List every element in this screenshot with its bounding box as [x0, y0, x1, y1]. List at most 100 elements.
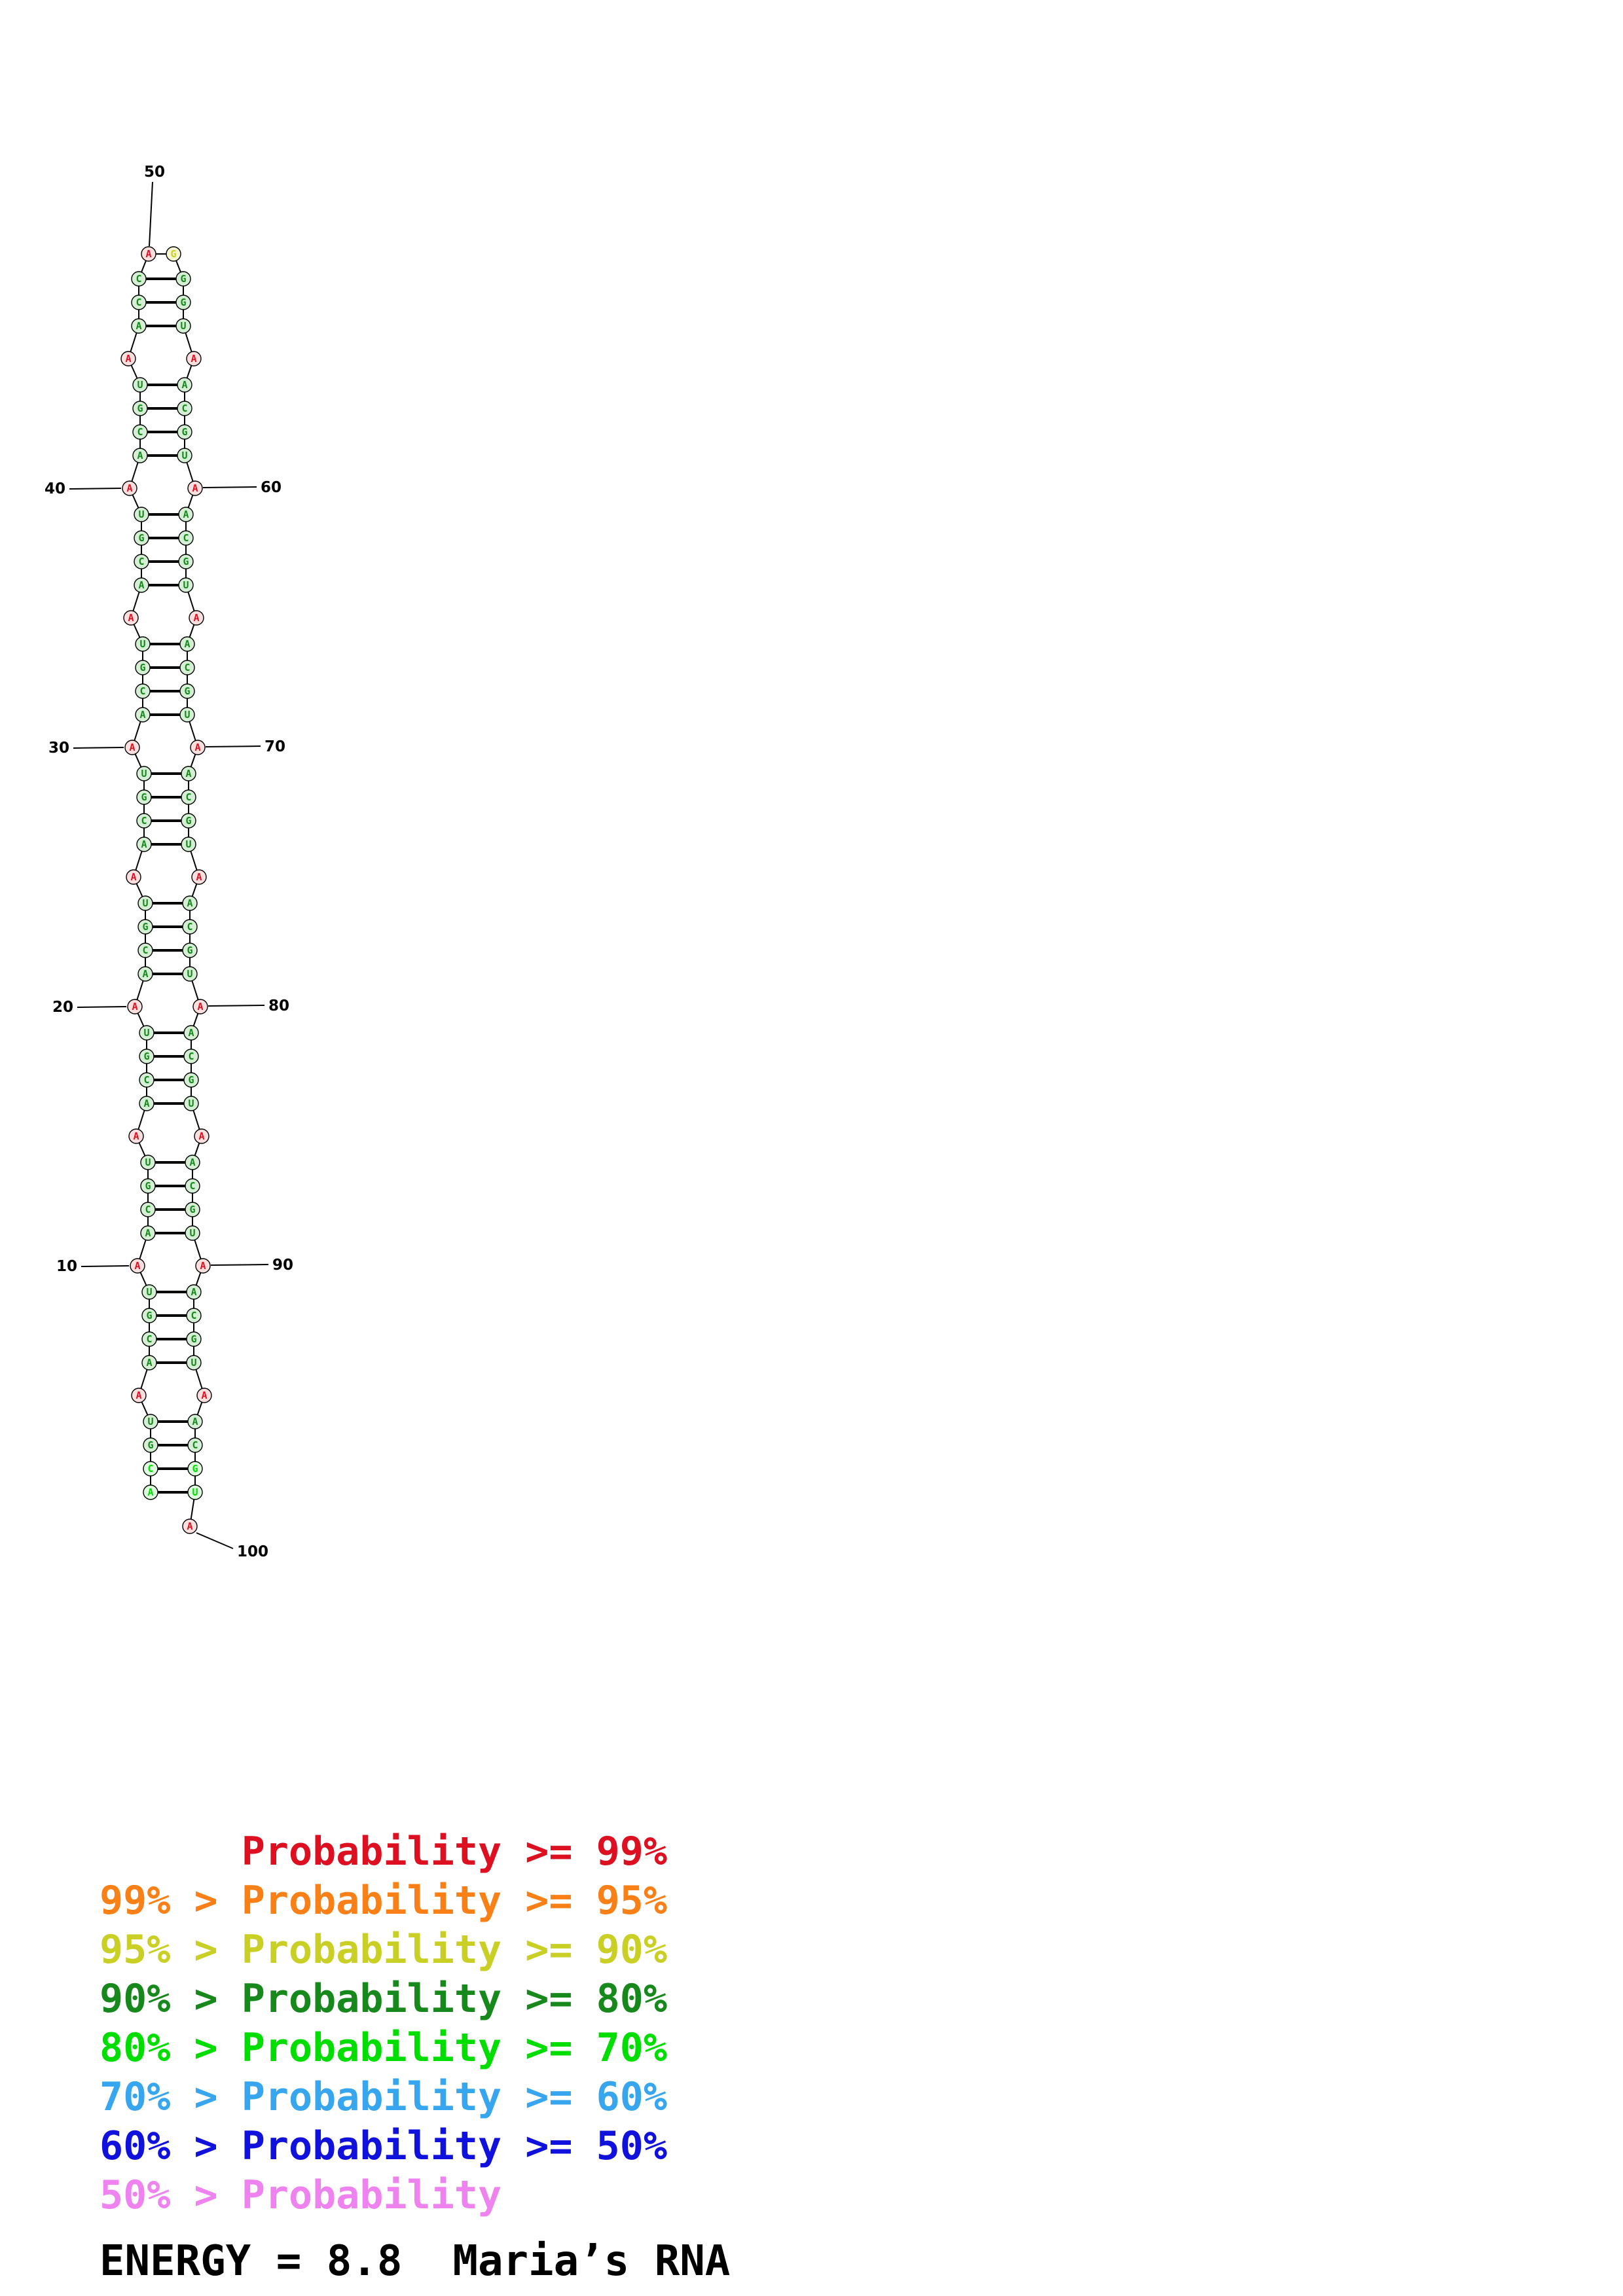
- nucleotide-letter: G: [188, 1074, 194, 1086]
- nucleotide-circle: [185, 1178, 200, 1194]
- nucleotide-circle: [131, 1388, 147, 1403]
- nucleotide-letter: A: [187, 1520, 192, 1532]
- nucleotide-circle: [179, 660, 195, 675]
- nucleotide-letter: U: [185, 838, 191, 850]
- nucleotide-letter: A: [129, 742, 135, 753]
- position-label: 20: [52, 999, 73, 1016]
- nucleotide-letter: U: [143, 1027, 149, 1039]
- nucleotide-circle: [128, 1128, 144, 1144]
- nucleotide-letter: A: [139, 709, 145, 721]
- nucleotide-letter: C: [185, 791, 191, 803]
- legend-line: 99% > Probability >= 95%: [100, 1878, 667, 1924]
- position-label: 60: [261, 479, 282, 496]
- nucleotide-circle: [183, 1096, 199, 1111]
- position-label: 90: [272, 1257, 293, 1274]
- nucleotide-letter: A: [137, 450, 143, 461]
- nucleotide-circle: [130, 1258, 145, 1274]
- legend-line: 95% > Probability >= 90%: [100, 1927, 667, 1973]
- nucleotide-letter: U: [188, 1098, 194, 1109]
- nucleotide-circle: [140, 1225, 156, 1241]
- nucleotide-letter: C: [141, 815, 147, 827]
- nucleotide-circle: [185, 1202, 200, 1217]
- legend-line: 80% > Probability >= 70%: [100, 2025, 667, 2071]
- nucleotide-circle: [182, 966, 198, 982]
- nucleotide-circle: [181, 813, 196, 829]
- position-label-line: [73, 747, 124, 749]
- nucleotide-letter: G: [180, 273, 186, 285]
- nucleotide-circle: [143, 1461, 158, 1477]
- nucleotide-circle: [139, 1096, 155, 1111]
- nucleotide-letter: A: [125, 353, 131, 365]
- nucleotide-letter: C: [136, 296, 141, 308]
- nucleotide-circle: [131, 295, 147, 310]
- position-label-line: [202, 486, 257, 488]
- nucleotide-circle: [140, 1178, 156, 1194]
- nucleotide-letter: A: [128, 612, 134, 624]
- nucleotide-circle: [186, 1308, 202, 1323]
- nucleotide-circle: [135, 636, 151, 652]
- nucleotide-circle: [182, 895, 198, 911]
- nucleotide-letter: G: [142, 921, 148, 933]
- nucleotide-circle: [137, 942, 153, 958]
- nucleotide-circle: [137, 895, 153, 911]
- nucleotide-letter: G: [185, 815, 191, 827]
- nucleotide-circle: [141, 1355, 157, 1371]
- nucleotide-letter: A: [193, 612, 199, 624]
- nucleotide-letter: G: [191, 1333, 196, 1345]
- nucleotide-letter: A: [145, 1227, 151, 1239]
- nucleotide-letter: G: [138, 532, 144, 544]
- nucleotide-circle: [143, 1414, 158, 1429]
- nucleotide-circle: [185, 1225, 200, 1241]
- nucleotide-letter: C: [192, 1439, 198, 1451]
- nucleotide-circle: [178, 507, 194, 522]
- nucleotide-circle: [122, 480, 137, 496]
- nucleotide-letter: A: [189, 1157, 195, 1168]
- nucleotide-circle: [132, 377, 148, 393]
- nucleotide-letter: A: [138, 579, 144, 591]
- nucleotide-circle: [183, 1025, 199, 1041]
- nucleotide-letter: U: [145, 1157, 151, 1168]
- nucleotide-circle: [134, 530, 149, 546]
- nucleotide-letter: C: [187, 921, 192, 933]
- nucleotide-circle: [190, 740, 206, 755]
- nucleotide-circle: [132, 448, 148, 463]
- nucleotide-letter: A: [134, 1260, 140, 1272]
- nucleotide-circle: [181, 766, 196, 781]
- nucleotide-circle: [179, 636, 195, 652]
- nucleotide-letter: U: [139, 638, 145, 650]
- nucleotide-letter: A: [143, 1098, 149, 1109]
- nucleotide-letter: A: [132, 1001, 137, 1013]
- nucleotide-letter: G: [147, 1439, 153, 1451]
- nucleotide-letter: A: [136, 1390, 141, 1401]
- nucleotide-circle: [139, 1072, 155, 1088]
- nucleotide-circle: [182, 942, 198, 958]
- nucleotide-circle: [192, 999, 208, 1014]
- nucleotide-letter: A: [191, 353, 196, 365]
- nucleotide-letter: C: [139, 685, 145, 697]
- position-label-line: [69, 488, 122, 490]
- nucleotide-letter: A: [187, 897, 192, 909]
- nucleotide-letter: A: [184, 638, 190, 650]
- nucleotide-circle: [141, 1331, 157, 1347]
- nucleotide-letter: A: [197, 1001, 203, 1013]
- nucleotide-letter: G: [180, 296, 186, 308]
- energy-caption: ENERGY = 8.8 Maria’s RNA: [100, 2237, 731, 2286]
- nucleotide-circle: [187, 1437, 203, 1453]
- nucleotide-letter: C: [138, 556, 144, 567]
- nucleotide-circle: [183, 1049, 199, 1064]
- nucleotide-circle: [131, 318, 147, 334]
- nucleotide-letter: G: [183, 556, 189, 567]
- nucleotide-letter: C: [184, 662, 190, 673]
- nucleotide-circle: [177, 424, 192, 440]
- nucleotide-circle: [187, 1484, 203, 1500]
- nucleotide-circle: [177, 448, 192, 463]
- nucleotide-letter: U: [180, 320, 186, 332]
- nucleotide-letter: C: [145, 1204, 151, 1215]
- nucleotide-circle: [191, 869, 207, 885]
- nucleotide-circle: [177, 401, 192, 416]
- nucleotide-circle: [135, 660, 151, 675]
- nucleotide-circle: [140, 1155, 156, 1170]
- position-label: 30: [48, 740, 69, 757]
- position-label: 40: [45, 480, 65, 497]
- nucleotide-letter: A: [192, 1416, 198, 1427]
